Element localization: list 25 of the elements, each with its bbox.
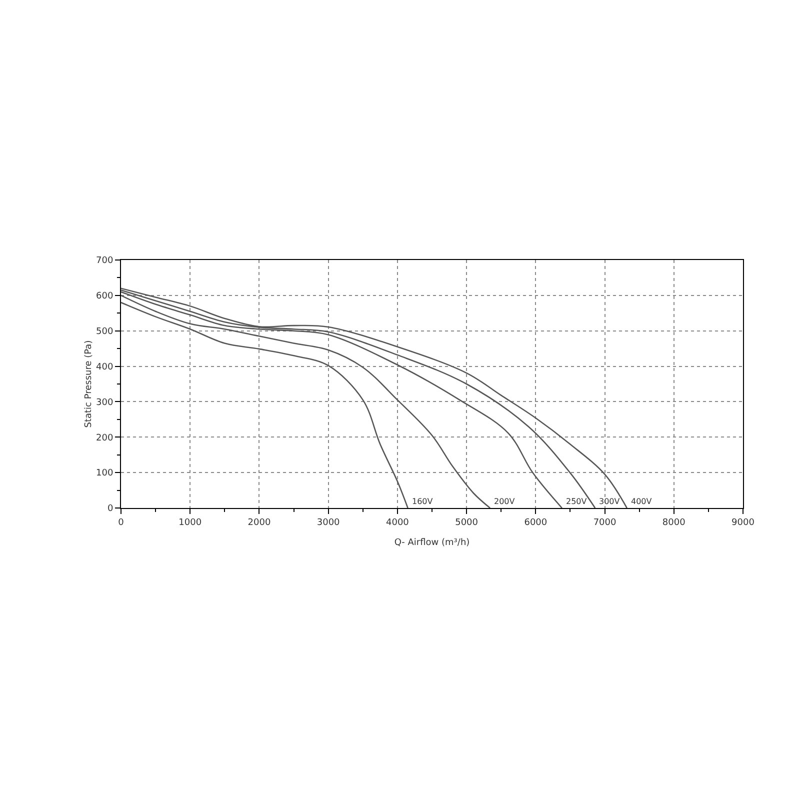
x-tick-label: 0: [118, 518, 124, 528]
annotation: 250V: [566, 497, 588, 506]
annotation: 200V: [494, 497, 516, 506]
x-tick-label: 7000: [593, 518, 617, 528]
x-tick-label: 8000: [662, 518, 686, 528]
x-tick-label: 5000: [455, 518, 478, 528]
x-tick-label: 2000: [248, 518, 271, 528]
x-tick-label: 4000: [386, 518, 410, 528]
y-tick-label: 700: [96, 256, 114, 266]
y-tick-label: 200: [96, 433, 114, 444]
y-tick-label: 0: [107, 504, 114, 514]
x-tick-label: 3000: [316, 518, 340, 528]
y-tick-label: 600: [96, 292, 114, 302]
x-axis-title: Q- Airflow (m³/h): [394, 538, 470, 548]
y-tick-label: 500: [96, 327, 114, 338]
x-tick-label: 9000: [732, 518, 755, 528]
x-tick-label: 6000: [524, 518, 548, 528]
annotation: 300V: [599, 497, 620, 506]
annotation: 160V: [412, 497, 434, 506]
y-tick-label: 300: [96, 398, 114, 408]
y-tick-label: 100: [96, 468, 114, 479]
x-tick-label: 1000: [178, 518, 202, 528]
y-tick-label: 400: [96, 362, 114, 372]
y-axis-title: Static Pressure (Pa): [84, 340, 94, 428]
annotation: 400V: [631, 497, 652, 506]
